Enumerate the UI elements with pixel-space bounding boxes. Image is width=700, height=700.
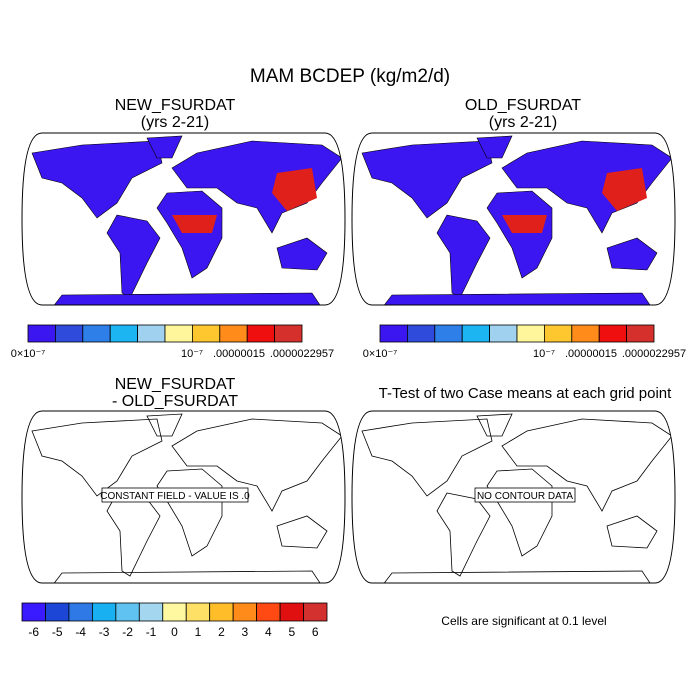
panel-title: NEW_FSURDAT (115, 97, 236, 114)
colorbar-swatch (55, 324, 84, 343)
figure-title: MAM BCDEP (kg/m2/d) (250, 66, 450, 87)
colorbar-label: 5 (288, 625, 295, 639)
map (351, 410, 676, 584)
colorbar-swatch (246, 324, 275, 343)
colorbar-label: 0×10⁻⁷ (363, 348, 398, 360)
colorbar-swatch (274, 324, 303, 343)
colorbar: -6 -5 -4 -3 -2 -1 0 1 2 3 4 5 6 (21, 602, 328, 639)
map (21, 132, 346, 306)
panel-title: NEW_FSURDAT (115, 376, 236, 393)
colorbar-swatch (191, 324, 221, 343)
colorbar-swatch (68, 602, 93, 622)
colorbar-swatch (82, 324, 111, 343)
panel-title: OLD_FSURDAT (465, 97, 581, 114)
colorbar-label: -1 (146, 625, 157, 639)
colorbar-swatch (571, 324, 600, 343)
colorbar-swatch (21, 602, 46, 622)
colorbar-swatch (91, 602, 117, 622)
colorbar-label: 0×10⁻⁷ (11, 348, 46, 360)
colorbar-swatch (256, 602, 281, 622)
colorbar-label: 2 (218, 625, 225, 639)
panel-subtitle: (yrs 2-21) (489, 114, 557, 131)
map (21, 410, 346, 584)
colorbar-label: 3 (242, 625, 249, 639)
colorbar-swatch (164, 324, 193, 343)
colorbar-swatch (27, 324, 56, 343)
colorbar-swatch (489, 324, 518, 343)
colorbar-swatch (219, 324, 248, 343)
colorbar-swatch (279, 602, 304, 622)
map (351, 132, 676, 306)
colorbar-label: .00000015 (565, 348, 617, 360)
panel-note: NO CONTOUR DATA (477, 491, 573, 502)
note-box (101, 487, 249, 503)
colorbar-swatch (185, 602, 211, 622)
colorbar-label: .0000022957 (270, 348, 334, 360)
colorbar-swatch (379, 324, 408, 343)
panel-note: CONSTANT FIELD - VALUE IS .0 (100, 491, 250, 502)
colorbar-label: 10⁻⁷ (181, 348, 203, 360)
colorbar (379, 324, 655, 343)
footnote: Cells are significant at 0.1 level (441, 614, 606, 628)
colorbar-swatch (137, 324, 166, 343)
colorbar-label: -4 (75, 625, 86, 639)
colorbar-label: 6 (312, 625, 319, 639)
colorbar-swatch (303, 602, 328, 622)
colorbar-label: 4 (265, 625, 272, 639)
colorbar-swatch (406, 324, 436, 343)
colorbar-swatch (209, 602, 234, 622)
colorbar-swatch (45, 602, 70, 622)
panel-subtitle: - OLD_FSURDAT (112, 393, 238, 410)
colorbar-swatch (162, 602, 187, 622)
colorbar-label: -2 (122, 625, 133, 639)
colorbar-swatch (115, 602, 140, 622)
colorbar-swatch (109, 324, 138, 343)
note-box (474, 487, 576, 503)
colorbar-label: -3 (99, 625, 110, 639)
colorbar (27, 324, 303, 343)
colorbar-swatch (232, 602, 258, 622)
colorbar-swatch (598, 324, 628, 343)
colorbar-label: 0 (171, 625, 178, 639)
colorbar-swatch (461, 324, 491, 343)
colorbar-swatch (544, 324, 573, 343)
colorbar-label: .0000022957 (622, 348, 686, 360)
colorbar-swatch (138, 602, 164, 622)
colorbar-label: -6 (28, 625, 39, 639)
panel-subtitle: (yrs 2-21) (141, 114, 209, 131)
colorbar-swatch (516, 324, 545, 343)
colorbar-label: 10⁻⁷ (533, 348, 555, 360)
colorbar-swatch (434, 324, 463, 343)
colorbar-label: -5 (52, 625, 63, 639)
colorbar-label: .00000015 (213, 348, 265, 360)
panel-title: T-Test of two Case means at each grid po… (379, 385, 672, 402)
colorbar-swatch (626, 324, 655, 343)
colorbar-label: 1 (195, 625, 202, 639)
